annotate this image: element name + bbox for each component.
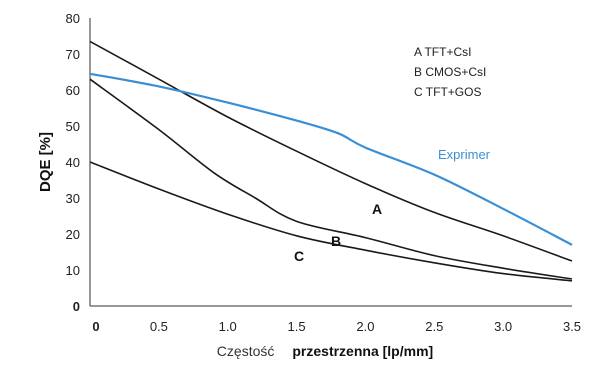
series-line-c bbox=[89, 161, 573, 282]
x-axis-label-part-2: przestrzenna [lp/mm] bbox=[292, 343, 433, 359]
series-line-b bbox=[89, 78, 573, 280]
series-line-a bbox=[89, 40, 573, 262]
x-tick-label: 2.5 bbox=[425, 319, 443, 334]
series-line-exprimer bbox=[89, 72, 573, 246]
y-tick-label: 40 bbox=[66, 155, 80, 170]
curve-label-a: A bbox=[372, 201, 382, 217]
x-axis-label: Częstość przestrzenna [lp/mm] bbox=[217, 343, 433, 360]
y-tick-label: 20 bbox=[66, 227, 80, 242]
curve-label-c: C bbox=[294, 248, 304, 264]
x-tick-label: 1.5 bbox=[288, 319, 306, 334]
x-tick-label: 3.5 bbox=[563, 319, 581, 334]
x-tick-label: 0.5 bbox=[150, 319, 168, 334]
legend-entry-b: B CMOS+CsI bbox=[414, 65, 486, 79]
x-tick-label: 0 bbox=[92, 319, 99, 334]
curve-label-exprimer: Exprimer bbox=[438, 147, 491, 162]
x-tick-label: 3.0 bbox=[494, 319, 512, 334]
y-tick-label: 30 bbox=[66, 191, 80, 206]
curve-label-b: B bbox=[331, 233, 341, 249]
y-tick-label: 10 bbox=[66, 263, 80, 278]
legend-entry-a: A TFT+CsI bbox=[414, 45, 471, 59]
y-tick-label: 80 bbox=[66, 11, 80, 26]
x-axis-label-part-1: Częstość bbox=[217, 343, 275, 359]
y-tick-label: 70 bbox=[66, 47, 80, 62]
legend-entry-c: C TFT+GOS bbox=[414, 85, 481, 99]
y-tick-label: 0 bbox=[73, 299, 80, 314]
y-tick-labels: 0 10 20 30 40 50 60 70 80 bbox=[66, 11, 80, 314]
y-tick-label: 50 bbox=[66, 119, 80, 134]
y-tick-label: 60 bbox=[66, 83, 80, 98]
legend: A TFT+CsI B CMOS+CsI C TFT+GOS bbox=[414, 45, 486, 99]
y-axis-label: DQE [%] bbox=[37, 132, 54, 192]
data-series bbox=[89, 40, 573, 282]
x-tick-labels: 0 0.5 1.0 1.5 2.0 2.5 3.0 3.5 bbox=[92, 319, 581, 334]
x-tick-label: 2.0 bbox=[356, 319, 374, 334]
x-tick-label: 1.0 bbox=[219, 319, 237, 334]
